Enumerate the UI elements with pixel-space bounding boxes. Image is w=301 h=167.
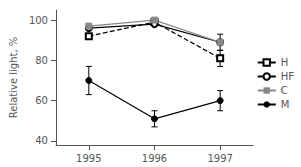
svg-text:1996: 1996 [142,153,167,164]
svg-text:H: H [281,57,289,68]
svg-text:40: 40 [35,135,48,146]
svg-text:1997: 1997 [207,153,232,164]
svg-text:100: 100 [29,15,48,26]
svg-text:C: C [281,85,288,96]
svg-text:80: 80 [35,55,48,66]
svg-text:60: 60 [35,95,48,106]
svg-text:Relative light, %: Relative light, % [8,37,19,119]
svg-text:1995: 1995 [76,153,101,164]
svg-text:HF: HF [281,71,295,82]
svg-text:M: M [281,99,290,110]
